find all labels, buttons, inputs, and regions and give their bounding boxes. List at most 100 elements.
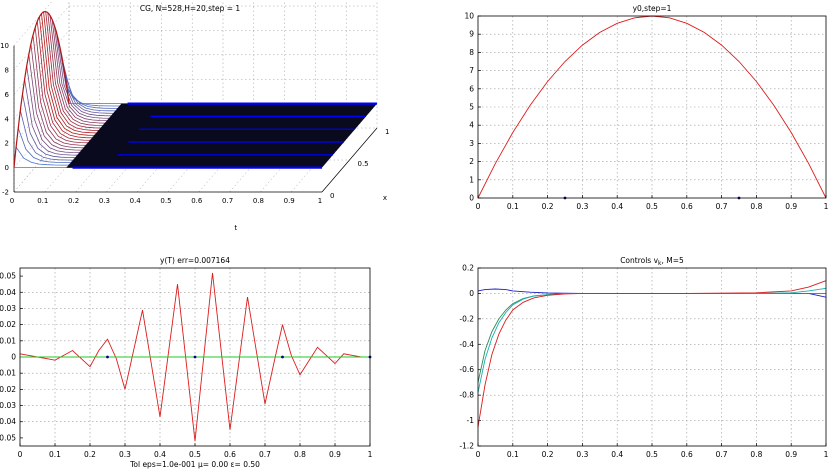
x-tick-label: 0.9 (785, 450, 797, 459)
y-tick-label: -0.8 (459, 391, 474, 400)
z-tick-label: 4 (5, 115, 10, 123)
x-tick-label: 0.2 (84, 450, 96, 459)
t-tick-label: 0.2 (68, 197, 79, 205)
y-tick-label: -0.04 (0, 417, 16, 426)
x-tick-label: 0 (476, 202, 481, 211)
x-axis-label: Tol eps=1.0e-001 μ= 0.00 ε= 0.50 (129, 460, 260, 469)
x-tick-label: 0 (476, 450, 481, 459)
x-tick-label: 0.9 (329, 450, 341, 459)
t-tick-label: 1 (318, 197, 322, 205)
x-tick-label: 0.7 (716, 202, 728, 211)
x-tick-label: 0.6 (224, 450, 236, 459)
chart-title-main: Controls v (620, 256, 658, 265)
series-line-0 (19, 272, 370, 442)
x-tick-label: 0.5 (646, 450, 658, 459)
y-tick-label: 4 (469, 121, 474, 130)
y-tick-label: -0.6 (459, 365, 474, 374)
x-tick-label: 0.1 (507, 202, 519, 211)
series-line-2 (477, 287, 827, 393)
y-tick-label: -0.02 (0, 385, 16, 394)
x-tick-label: 0.5 (646, 202, 658, 211)
x-axis-label: x (383, 194, 387, 202)
chart-title: CG, N=528,H=20,step = 1 (140, 4, 241, 13)
t-tick-label: 0.7 (222, 197, 233, 205)
x-tick-label: 0.5 (358, 160, 369, 168)
y-tick-label: 0 (469, 289, 474, 298)
x-tick-label: 0.8 (294, 450, 306, 459)
z-tick-label: 6 (5, 91, 10, 99)
chart-title: Controls vk, M=5 (620, 256, 684, 267)
t-tick-label: 0.1 (37, 197, 48, 205)
y-tick-label: 0.05 (0, 272, 16, 281)
z-tick-label: -2 (2, 189, 9, 197)
x-tick-label: 0.3 (576, 202, 588, 211)
t-tick-label: 0.5 (160, 197, 171, 205)
y-tick-label: 0.2 (462, 264, 474, 273)
controls-plot: 0 0.1 0.2 0.3 0.4 0.5 0.6 0.7 0.8 0.9 1 -1.2 -1 -0.8 -… (459, 256, 828, 459)
y-tick-label: -0.01 (0, 369, 16, 378)
x-tick-label: 0.8 (750, 450, 762, 459)
y-tick-label: -0.05 (0, 433, 16, 442)
z-tick-label: 0 (5, 164, 9, 172)
x-tick-label: 0.6 (681, 202, 693, 211)
chart-title-suffix: , M=5 (662, 256, 685, 265)
z-tick-label: 10 (0, 42, 9, 50)
y-tick-label: 0.01 (0, 336, 16, 345)
x-tick-label: 0 (18, 450, 23, 459)
x-tick-label: 0.6 (681, 450, 693, 459)
x-tick-label: 0.2 (542, 450, 554, 459)
x-tick-label: 0.8 (750, 202, 762, 211)
chart-title: y(T) err=0.007164 (160, 256, 230, 265)
data-marker (281, 355, 284, 359)
t-tick-label: 0.6 (191, 197, 203, 205)
axes-frame (19, 267, 371, 447)
y-tick-label: 0.03 (0, 304, 16, 313)
axes-frame (477, 15, 827, 199)
x-tick-label: 0.3 (576, 450, 588, 459)
y-tick-label: -0.03 (0, 401, 16, 410)
y-tick-label: -0.2 (459, 314, 474, 323)
x-tick-label: 0.1 (49, 450, 61, 459)
y-tick-label: 2 (469, 157, 474, 166)
surface-sheet (66, 103, 378, 168)
y-tick-label: 0 (11, 353, 16, 362)
y-tick-label: 0 (469, 194, 474, 203)
y-tick-label: 0.02 (0, 320, 16, 329)
x-tick-label: 1 (385, 128, 389, 136)
z-tick-label: 2 (5, 140, 9, 148)
x-tick-label: 0.2 (542, 202, 554, 211)
y-tick-label: 6 (469, 84, 474, 93)
x-tick-label: 1 (368, 450, 373, 459)
x-tick-label: 0 (330, 192, 334, 200)
t-tick-label: 0.4 (130, 197, 142, 205)
x-tick-label: 0.4 (611, 450, 623, 459)
y-tick-label: 9 (469, 30, 474, 39)
y-tick-label: -1.2 (459, 442, 474, 451)
y-tick-label: 3 (469, 139, 474, 148)
surface-peak-edge (13, 10, 70, 168)
y-tick-label: 8 (469, 48, 474, 57)
axes-frame (477, 267, 827, 447)
x-tick-label: 0.1 (507, 450, 519, 459)
y-tick-label: -0.4 (459, 340, 474, 349)
plot-area (478, 16, 826, 198)
x-tick-label: 0.7 (716, 450, 728, 459)
chart-title: y0,step=1 (633, 4, 672, 13)
t-tick-label: 0.3 (99, 197, 110, 205)
x-tick-label: 0.4 (154, 450, 166, 459)
series-line-3 (477, 280, 827, 427)
y-tick-label: 0.04 (0, 288, 16, 297)
x-tick-label: 1 (824, 202, 829, 211)
t-tick-label: 0.9 (284, 197, 295, 205)
z-tick-label: 8 (5, 67, 9, 75)
axis-edge (321, 127, 378, 193)
y-tick-label: 7 (469, 66, 474, 75)
x-tick-label: 0.7 (259, 450, 271, 459)
y-tick-label: 10 (464, 12, 474, 21)
data-marker (193, 355, 197, 359)
chart-title-subscript: k (658, 260, 662, 267)
x-tick-label: 0.9 (785, 202, 797, 211)
initial-state-plot: 0 0.1 0.2 0.3 0.4 0.5 0.6 0.7 0.8 0.9 101234567891… (464, 4, 828, 211)
y-tick-label: -1 (467, 416, 475, 425)
